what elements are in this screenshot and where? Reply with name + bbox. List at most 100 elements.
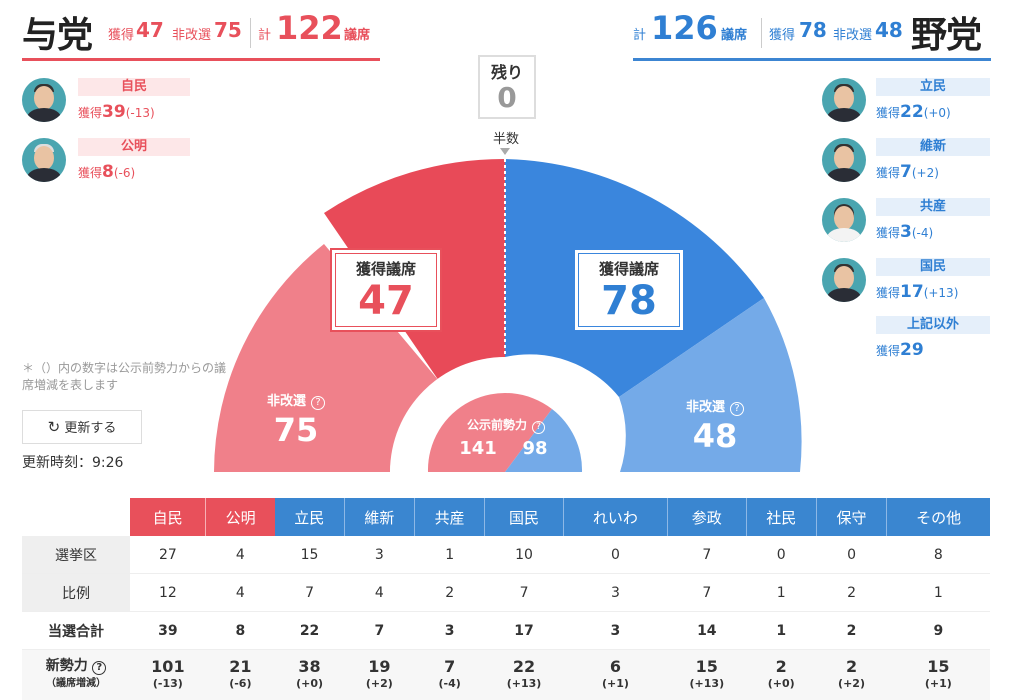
table-cell: 8: [887, 536, 990, 574]
table-cell: 10: [485, 536, 563, 574]
party-card-rikken[interactable]: 立民 獲得22(+0): [822, 76, 992, 126]
table-header-row: 自民 公明 立民 維新 共産 国民 れいわ 参政 社民 保守 その他: [22, 498, 990, 536]
table-cell: 9: [887, 612, 990, 650]
ruling-won-box: 獲得議席 47: [330, 248, 442, 332]
party-card-ishin[interactable]: 維新 獲得7(+2): [822, 136, 992, 186]
table-cell: 3: [563, 612, 667, 650]
party-card-jimin[interactable]: 自民 獲得39(-13): [22, 76, 192, 126]
table-row: 当選合計 39 8 22 7 3 17 3 14 1 2 9: [22, 612, 990, 650]
refresh-button[interactable]: ↻ 更新する: [22, 410, 142, 444]
col-header: 国民: [485, 498, 563, 536]
party-won: 獲得8(-6): [78, 162, 135, 182]
update-time: 更新時刻：9:26: [22, 452, 123, 472]
table-row: 選挙区 27 4 15 3 1 10 0 7 0 0 8: [22, 536, 990, 574]
ruling-won: 47: [136, 18, 164, 42]
col-header: 社民: [746, 498, 816, 536]
table-cell: 0: [563, 536, 667, 574]
opp-won-label: 獲得: [769, 24, 795, 43]
col-header: 公明: [206, 498, 275, 536]
party-card-komei[interactable]: 公明 獲得8(-6): [22, 136, 192, 186]
opposition-header: 計 126 議席 獲得 78 非改選 48 野党: [633, 6, 991, 61]
party-won: 獲得3(-4): [876, 222, 933, 242]
opposition-won-value: 78: [575, 279, 683, 323]
col-header: 保守: [816, 498, 886, 536]
table-cell: 4: [344, 574, 414, 612]
opposition-title: 野党: [911, 6, 981, 58]
table-cell: 1: [887, 574, 990, 612]
party-card-kokumin[interactable]: 国民 獲得17(+13): [822, 256, 992, 306]
table-cell: 1: [414, 536, 484, 574]
divider: [761, 18, 762, 48]
help-icon[interactable]: ?: [92, 661, 106, 675]
table-cell: 15(+13): [668, 650, 746, 700]
politician-avatar: [822, 138, 866, 182]
ruling-won-value: 47: [332, 279, 440, 323]
table-cell: 15(+1): [887, 650, 990, 700]
table-cell: 7: [275, 574, 344, 612]
table-cell: 38(+0): [275, 650, 344, 700]
col-header: 共産: [414, 498, 484, 536]
table-cell: 101(-13): [130, 650, 206, 700]
col-header: れいわ: [563, 498, 667, 536]
party-won: 獲得7(+2): [876, 162, 939, 182]
ruling-total-label: 計: [258, 24, 271, 43]
party-card-others[interactable]: 上記以外 獲得29: [876, 316, 992, 360]
table-cell: 7(-4): [414, 650, 484, 700]
help-icon[interactable]: ?: [730, 402, 744, 416]
party-name: 自民: [78, 78, 190, 96]
party-name: 共産: [876, 198, 990, 216]
ruling-not-up-label: 非改選 ? 75: [246, 390, 346, 450]
table-cell: 1: [746, 574, 816, 612]
col-header: 維新: [344, 498, 414, 536]
party-won: 獲得22(+0): [876, 102, 951, 122]
politician-avatar: [22, 78, 66, 122]
party-card-kyosan[interactable]: 共産 獲得3(-4): [822, 196, 992, 246]
divider: [250, 18, 251, 48]
table-cell: 4: [206, 536, 275, 574]
politician-avatar: [822, 198, 866, 242]
table-cell: 7: [485, 574, 563, 612]
party-won: 獲得17(+13): [876, 282, 958, 302]
majority-label: 半数: [486, 128, 526, 147]
politician-avatar: [22, 138, 66, 182]
table-cell: 3: [563, 574, 667, 612]
table-cell: 17: [485, 612, 563, 650]
table-cell: 2: [816, 574, 886, 612]
table-cell: 4: [206, 574, 275, 612]
ruling-header: 与党 獲得 47 非改選 75 計 122 議席: [22, 6, 380, 61]
won-seats-label: 獲得議席: [575, 258, 683, 279]
remaining-label: 残り: [480, 59, 534, 83]
politician-avatar: [822, 258, 866, 302]
table-cell: 14: [668, 612, 746, 650]
table-cell: 2: [816, 612, 886, 650]
table-cell: 2(+2): [816, 650, 886, 700]
table-cell: 2: [414, 574, 484, 612]
opposition-not-up-value: 48: [665, 416, 765, 456]
opposition-not-up-label: 非改選 ? 48: [665, 396, 765, 456]
table-cell: 2(+0): [746, 650, 816, 700]
party-name: 国民: [876, 258, 990, 276]
table-cell: 21(-6): [206, 650, 275, 700]
col-header: 自民: [130, 498, 206, 536]
table-cell: 3: [414, 612, 484, 650]
ruling-total: 122: [276, 9, 343, 47]
help-icon[interactable]: ?: [532, 421, 545, 434]
ruling-pre-value: 141: [453, 438, 503, 459]
col-header: その他: [887, 498, 990, 536]
party-name: 維新: [876, 138, 990, 156]
table-cell: 15: [275, 536, 344, 574]
row-label: 新勢力 ? （議席増減）: [22, 650, 130, 700]
footnote: ＊（）内の数字は公示前勢力からの議席増減を表します: [22, 360, 232, 394]
table-row: 比例 12 4 7 4 2 7 3 7 1 2 1: [22, 574, 990, 612]
remaining-box: 残り 0: [478, 55, 536, 119]
opposition-pre-value: 98: [513, 438, 557, 459]
party-won: 獲得29: [876, 340, 924, 360]
help-icon[interactable]: ?: [311, 396, 325, 410]
results-table: 自民 公明 立民 維新 共産 国民 れいわ 参政 社民 保守 その他 選挙区 2…: [22, 498, 990, 700]
row-label: 選挙区: [22, 536, 130, 574]
pre-election-label: 公示前勢力 ?: [446, 414, 566, 434]
politician-avatar: [822, 78, 866, 122]
ruling-seats-suffix: 議席: [344, 24, 370, 43]
row-label: 当選合計: [22, 612, 130, 650]
table-cell: 0: [816, 536, 886, 574]
